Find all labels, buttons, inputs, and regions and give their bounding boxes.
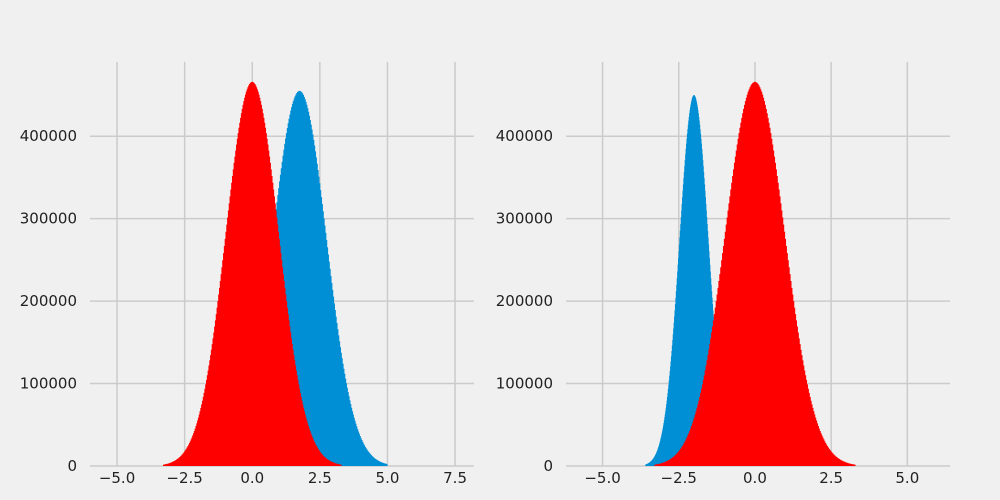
x-tick-label: 2.5 [308,469,332,487]
histogram-series-2 [163,81,342,466]
histogram-series-2 [654,81,856,466]
y-tick-label: 0 [67,457,77,475]
y-tick-label: 100000 [496,375,553,393]
y-tick-label: 0 [543,457,553,475]
x-tick-label: −2.5 [166,469,202,487]
x-tick-label: 5.0 [895,469,919,487]
x-tick-label: 0.0 [240,469,264,487]
right-histogram-panel: −5.0 −2.5 0.0 2.5 5.0 0 100000 200000 300000 4000… [496,62,950,487]
left-histogram-panel: −5.0 −2.5 0.0 2.5 5.0 7.5 0 100000 200000 300000 4… [20,62,474,487]
x-tick-label: −5.0 [99,469,135,487]
y-tick-label: 400000 [20,127,77,145]
y-tick-label: 200000 [20,292,77,310]
y-tick-label: 400000 [496,127,553,145]
x-tick-label: −2.5 [661,469,697,487]
y-tick-label: 200000 [496,292,553,310]
x-tick-label: 7.5 [443,469,467,487]
histogram-series-1 [198,90,388,467]
x-tick-label: −5.0 [584,469,620,487]
y-tick-label: 100000 [20,375,77,393]
x-tick-label: 2.5 [819,469,843,487]
y-tick-label: 300000 [20,210,77,228]
y-tick-label: 300000 [496,210,553,228]
x-tick-label: 5.0 [376,469,400,487]
x-tick-label: 0.0 [743,469,767,487]
